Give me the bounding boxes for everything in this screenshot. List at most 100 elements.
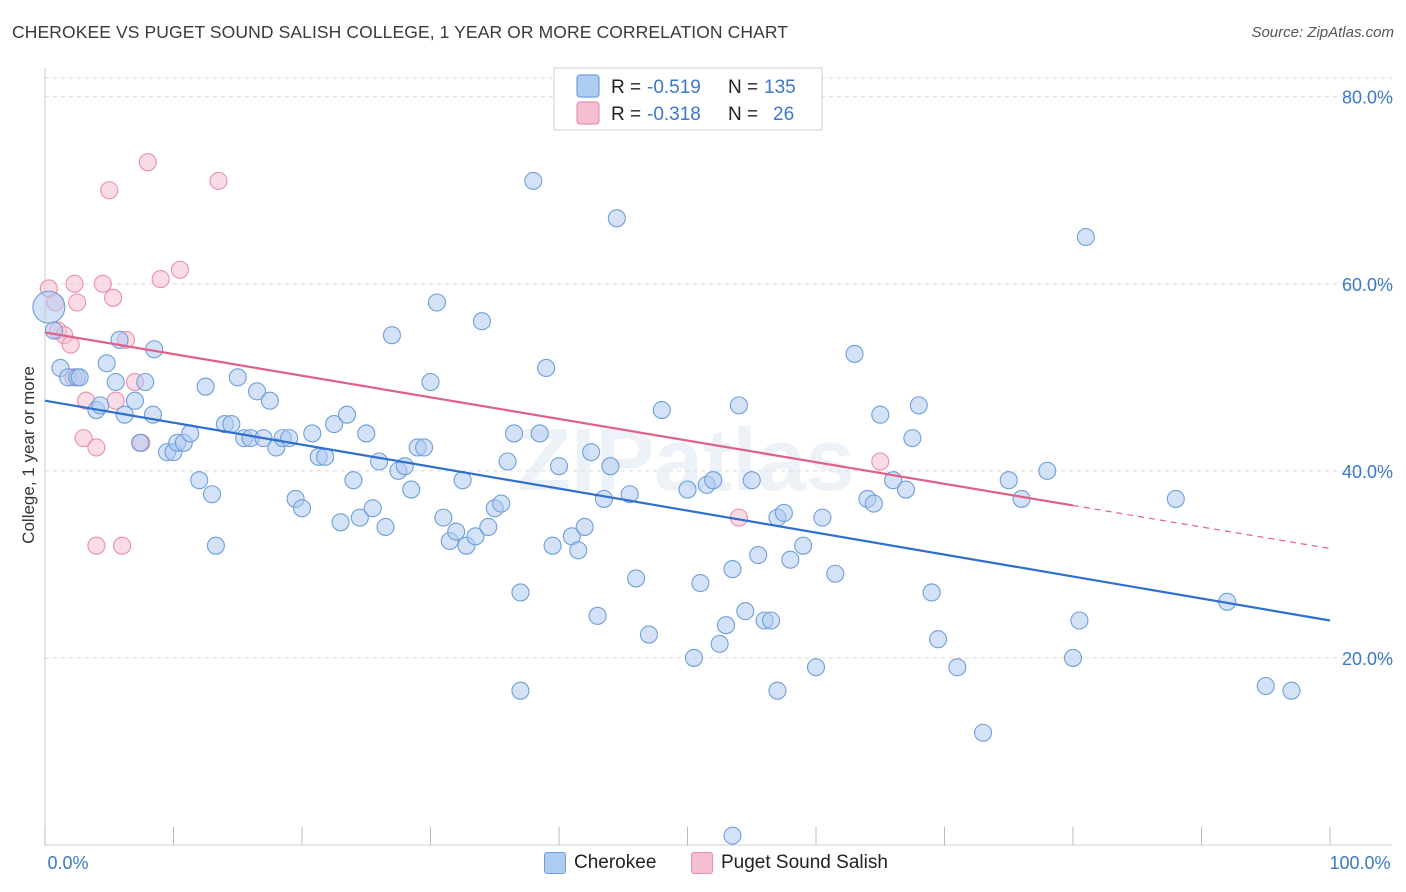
data-point-cherokee	[806, 658, 826, 677]
legend-swatch-cherokee	[576, 74, 600, 98]
bottom-legend: Cherokee Puget Sound Salish	[0, 852, 1406, 878]
legend-swatch-cherokee-bottom	[544, 852, 566, 874]
data-point-cherokee	[678, 480, 697, 499]
data-point-cherokee	[948, 658, 967, 677]
legend-item-puget-sound-salish: Puget Sound Salish	[691, 852, 888, 874]
data-point-puget-sound-salish	[93, 274, 112, 293]
top-legend: R = -0.519 N = 135 R = -0.318 N = 26	[553, 67, 823, 131]
data-point-cherokee	[871, 405, 890, 424]
data-point-cherokee	[864, 494, 883, 513]
data-point-cherokee	[684, 648, 703, 667]
trend-lines	[44, 331, 1331, 622]
data-point-puget-sound-salish	[100, 181, 119, 200]
data-point-cherokee	[350, 508, 369, 527]
data-point-cherokee	[504, 424, 524, 443]
data-point-cherokee	[228, 368, 247, 387]
y-tick-label: 60.0%	[1342, 275, 1393, 295]
data-point-cherokee	[1076, 227, 1095, 247]
data-point-cherokee	[742, 471, 761, 490]
data-point-cherokee	[421, 372, 440, 392]
data-point-cherokee	[723, 826, 742, 845]
data-point-cherokee	[472, 312, 491, 331]
data-point-puget-sound-salish	[151, 270, 170, 289]
data-point-cherokee	[376, 517, 395, 537]
legend-swatch-puget-sound-salish	[576, 101, 600, 125]
legend-r-label-2: R =	[611, 104, 641, 125]
data-point-cherokee	[466, 527, 485, 546]
data-point-cherokee	[303, 424, 322, 443]
data-point-cherokee	[206, 536, 225, 555]
data-point-cherokee	[896, 480, 916, 499]
data-point-cherokee	[749, 545, 768, 565]
data-point-puget-sound-salish	[68, 293, 87, 312]
data-point-cherokee	[768, 681, 787, 700]
data-point-cherokee	[903, 429, 922, 448]
data-point-cherokee	[1038, 461, 1057, 480]
data-point-cherokee	[402, 480, 421, 499]
data-point-cherokee	[131, 433, 150, 452]
data-point-cherokee	[203, 485, 222, 504]
data-point-cherokee	[292, 499, 312, 518]
data-point-cherokee	[325, 415, 344, 434]
legend-n-value-2: 26	[773, 104, 794, 125]
data-point-cherokee	[845, 344, 864, 363]
legend-r-value-2: -0.318	[647, 104, 701, 125]
data-point-cherokee	[1063, 648, 1083, 667]
data-point-cherokee	[537, 358, 556, 378]
data-point-cherokee	[524, 171, 543, 190]
data-point-cherokee	[125, 391, 144, 410]
x-tick-label-max: 100.0%	[1329, 853, 1390, 873]
data-point-cherokee	[530, 424, 549, 443]
legend-n-label-2: N =	[728, 104, 758, 125]
trend-line-puget-sound-salish	[44, 331, 1074, 507]
data-point-cherokee	[434, 508, 453, 527]
data-point-cherokee	[370, 452, 389, 471]
data-point-cherokee	[549, 457, 569, 476]
data-point-cherokee	[736, 602, 755, 621]
data-point-cherokee	[607, 209, 626, 228]
legend-label-cherokee: Cherokee	[574, 852, 657, 873]
data-point-cherokee	[511, 681, 530, 700]
data-point-cherokee	[909, 396, 928, 415]
data-point-cherokee	[1282, 681, 1301, 700]
data-point-cherokee	[794, 536, 813, 555]
axes	[44, 68, 1392, 846]
data-point-cherokee	[922, 583, 941, 602]
data-point-cherokee	[190, 471, 209, 490]
data-point-puget-sound-salish	[74, 429, 93, 448]
trend-line-puget-sound-salish-extension	[1072, 504, 1331, 550]
data-point-cherokee	[710, 634, 729, 653]
data-point-cherokee	[761, 611, 781, 630]
data-point-cherokee	[344, 471, 363, 490]
data-point-cherokee	[691, 574, 710, 593]
data-point-puget-sound-salish	[113, 536, 132, 555]
data-point-cherokee	[999, 471, 1018, 490]
data-point-cherokee	[929, 630, 948, 649]
data-point-cherokee	[774, 503, 793, 522]
data-point-cherokee	[1070, 611, 1089, 630]
data-point-cherokee	[813, 508, 832, 527]
data-point-cherokee	[492, 494, 511, 513]
data-point-cherokee	[601, 457, 620, 476]
data-point-cherokee	[106, 372, 125, 392]
data-point-cherokee	[427, 293, 446, 312]
data-point-cherokee	[316, 447, 335, 466]
data-point-cherokee	[97, 354, 116, 373]
data-point-cherokee	[781, 550, 800, 569]
data-point-cherokee	[620, 485, 639, 504]
data-point-cherokee	[415, 438, 434, 457]
data-point-cherokee	[826, 564, 845, 583]
data-point-cherokee	[136, 372, 155, 392]
data-point-cherokee	[627, 569, 646, 588]
data-point-cherokee	[1256, 676, 1275, 696]
legend-swatch-puget-sound-salish-bottom	[691, 852, 713, 874]
legend-item-cherokee: Cherokee	[544, 852, 656, 874]
trend-line-cherokee	[44, 399, 1331, 622]
data-point-cherokee	[447, 522, 466, 541]
data-point-cherokee	[331, 513, 350, 532]
data-point-cherokee	[723, 560, 742, 579]
data-point-puget-sound-salish	[104, 288, 123, 307]
data-point-cherokee	[582, 443, 601, 462]
legend-n-label-1: N =	[728, 77, 758, 98]
y-axis-label: College, 1 year or more	[19, 366, 38, 544]
